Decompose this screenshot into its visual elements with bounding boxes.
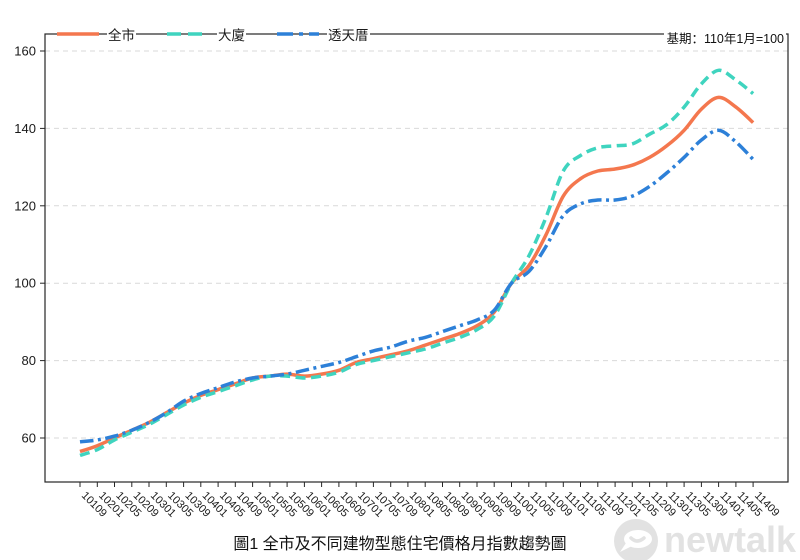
legend-item-condo: 大廈: [166, 24, 246, 44]
legend-item-townhouse: 透天厝: [276, 24, 370, 44]
chart-legend: 全市 大廈 透天厝: [56, 24, 370, 44]
y-tick-label: 100: [14, 276, 36, 291]
series-line-1: [79, 68, 755, 458]
legend-label: 全市: [107, 24, 136, 44]
legend-label: 透天厝: [327, 24, 370, 44]
line-swatch-solid-icon: [57, 32, 99, 36]
line-swatch-dashed-icon: [167, 32, 209, 36]
watermark: newtalk: [612, 516, 796, 560]
y-tick-label: 160: [14, 44, 36, 59]
chart-title: 圖1 全市及不同建物型態住宅價格月指數趨勢圖: [233, 536, 567, 553]
y-tick-label: 120: [14, 198, 36, 213]
legend-item-citywide: 全市: [56, 24, 136, 44]
series-line-0: [79, 95, 755, 454]
y-tick-label: 60: [22, 431, 36, 446]
plot-frame: [44, 33, 789, 483]
base-period-note: 基期：110年1月=100: [664, 28, 786, 47]
watermark-text: newtalk: [663, 519, 796, 560]
y-tick-label: 140: [14, 121, 36, 136]
y-tick-label: 80: [22, 353, 36, 368]
legend-label: 大廈: [217, 24, 246, 44]
line-swatch-dashdot-icon: [277, 32, 319, 36]
series-line-2: [79, 128, 755, 444]
newtalk-logo-icon: [613, 519, 658, 560]
